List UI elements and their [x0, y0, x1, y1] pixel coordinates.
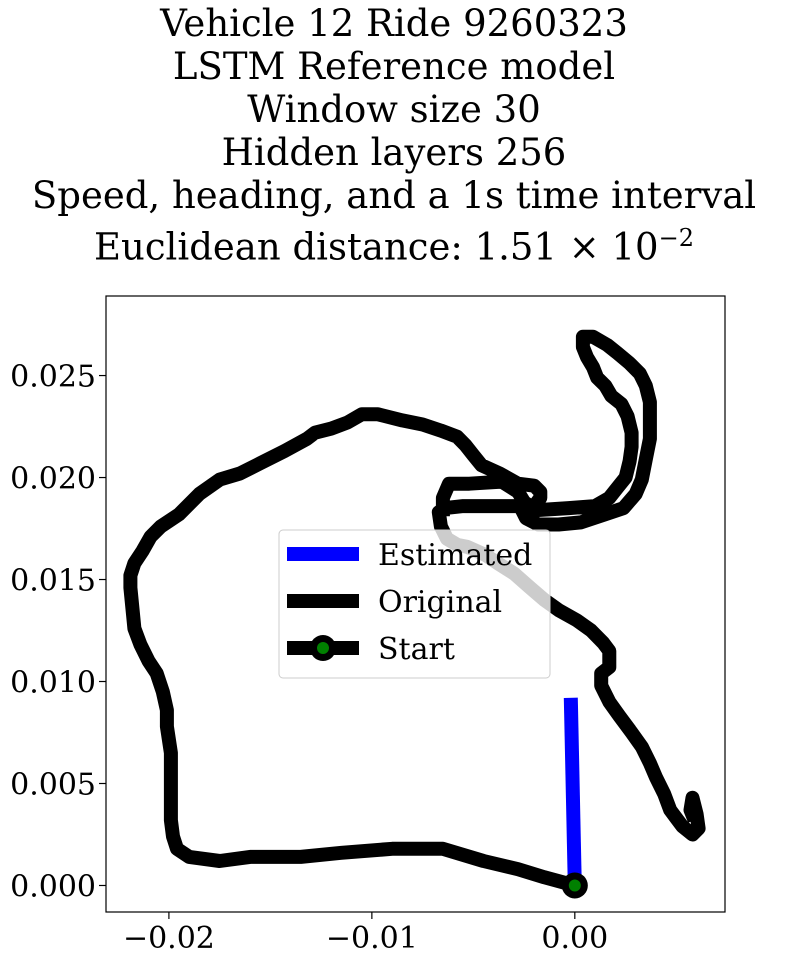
y-tick-label-3: 0.015 [10, 564, 96, 599]
x-tick-label-1: −0.01 [326, 921, 418, 956]
legend-label-original: Original [378, 585, 502, 620]
series-line-original-2 [435, 329, 657, 532]
plot-frame [105, 295, 726, 913]
title-line-distance: Euclidean distance: 1.51 × 10−2 [0, 217, 788, 268]
start-marker [568, 879, 581, 892]
title-line-window: Window size 30 [247, 88, 541, 131]
series-line-original-1 [123, 407, 706, 893]
title-line-features: Speed, heading, and a 1s time interval [31, 174, 757, 217]
title-line-hidden: Hidden layers 256 [221, 131, 567, 174]
y-tick-label-1: 0.005 [10, 767, 96, 802]
y-tick-label-2: 0.010 [10, 666, 96, 701]
legend: Estimated Original Start [278, 529, 551, 679]
tick-layer: −0.02 −0.01 0.00 0.000 0.005 0.010 0.015 0.020 0… [10, 360, 608, 956]
x-tick-label-0: −0.02 [123, 921, 215, 956]
y-tick-label-4: 0.020 [10, 462, 96, 497]
y-tick-label-0: 0.000 [10, 869, 96, 904]
distance-prefix: Euclidean distance: 1.51 [94, 225, 557, 269]
legend-label-estimated: Estimated [378, 538, 532, 573]
x-tick-label-2: 0.00 [541, 921, 608, 956]
y-tick-label-5: 0.025 [10, 360, 96, 395]
series-layer [123, 329, 706, 899]
series-line-estimated-0 [563, 697, 582, 886]
legend-label-start: Start [378, 632, 455, 667]
title-line-model: LSTM Reference model [172, 45, 616, 88]
chart-title: Vehicle 12 Ride 9260323 LSTM Reference m… [0, 2, 788, 268]
distance-times: × [568, 225, 600, 269]
distance-exponent: −2 [658, 224, 694, 252]
title-line-ride: Vehicle 12 Ride 9260323 [160, 2, 628, 45]
legend-marker [317, 642, 329, 654]
distance-base: 10 [611, 225, 659, 269]
